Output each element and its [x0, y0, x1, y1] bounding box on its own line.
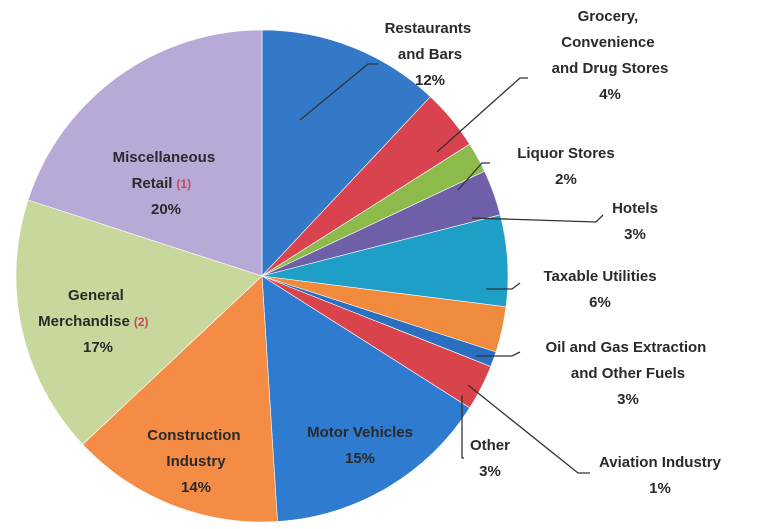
label-line: Oil and Gas Extraction	[545, 339, 710, 356]
percent-label: 17%	[83, 339, 113, 356]
percent-label: 3%	[479, 463, 501, 480]
percent-label: 20%	[151, 201, 181, 218]
leader-line	[476, 351, 521, 357]
leader-line	[457, 162, 490, 191]
slice-label: Hotels	[612, 200, 658, 217]
label-line: Aviation Industry	[599, 454, 722, 471]
label-line: Liquor Stores	[517, 145, 615, 162]
slice-label: Aviation Industry	[599, 454, 722, 471]
label-line: and Other Fuels	[571, 365, 685, 382]
leader-line	[436, 77, 528, 153]
label-line: and Drug Stores	[552, 60, 669, 77]
percent-label: 6%	[589, 294, 611, 311]
percent-label: 14%	[181, 479, 211, 496]
pie-slice	[261, 29, 431, 277]
footnote-marker: (1)	[176, 177, 191, 191]
slice-label: Other	[470, 437, 510, 454]
leader-line	[299, 63, 378, 121]
slice-label: Motor Vehicles	[307, 424, 413, 441]
label-line: Restaurants	[385, 20, 476, 37]
percent-label: 1%	[649, 480, 671, 497]
label-line: Retail	[132, 175, 173, 192]
label-line: Merchandise	[38, 313, 130, 330]
slice-label: General Merchandise	[38, 287, 130, 330]
label-line: Industry	[166, 453, 226, 470]
percent-label: 4%	[599, 86, 621, 103]
pie-slice	[27, 29, 263, 277]
footnote-marker: (2)	[134, 315, 149, 329]
label-line: Hotels	[612, 200, 658, 217]
percent-label: 2%	[555, 171, 577, 188]
pie-slice	[261, 275, 471, 522]
leader-line	[467, 384, 590, 474]
slice-label: Miscellaneous Retail	[113, 149, 220, 192]
pie-slice	[15, 199, 263, 445]
percent-label: 3%	[617, 391, 639, 408]
label-line: Other	[470, 437, 510, 454]
percent-label: 3%	[624, 226, 646, 243]
percent-label: 12%	[415, 72, 445, 89]
label-line: and Bars	[398, 46, 462, 63]
slice-label: Oil and Gas Extraction and Other Fuels	[545, 339, 710, 382]
label-line: General	[68, 287, 128, 304]
pie-slice	[82, 275, 278, 523]
slice-label: Construction Industry	[147, 427, 245, 470]
label-line: Miscellaneous	[113, 149, 220, 166]
label-line: Motor Vehicles	[307, 424, 413, 441]
slice-label: Liquor Stores	[517, 145, 615, 162]
slice-label: Restaurants and Bars	[385, 20, 476, 63]
label-line: Grocery,	[578, 8, 643, 25]
leader-line	[486, 282, 521, 290]
leader-line	[471, 214, 604, 223]
leader-line	[461, 395, 464, 459]
slice-label: Grocery, Convenience and Drug Stores	[552, 8, 669, 77]
percent-label: 15%	[345, 450, 375, 467]
label-line: Taxable Utilities	[543, 268, 656, 285]
label-line: Construction	[147, 427, 245, 444]
label-line: Convenience	[561, 34, 659, 51]
slice-label: Taxable Utilities	[543, 268, 656, 285]
